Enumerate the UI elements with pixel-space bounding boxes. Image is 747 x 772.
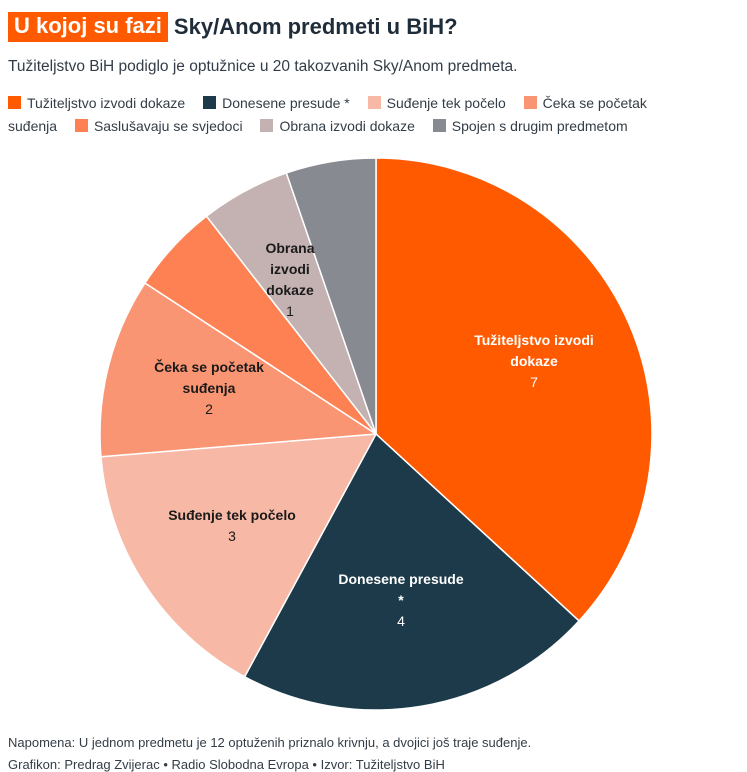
- legend-item: Obrana izvodi dokaze: [260, 118, 415, 134]
- legend-label: Saslušavaju se svjedoci: [93, 118, 243, 134]
- slice-value: 3: [228, 528, 236, 544]
- chart-subtitle: Tužiteljstvo BiH podiglo je optužnice u …: [8, 58, 518, 75]
- pie-slice: [243, 432, 581, 711]
- legend-item: Spojen s drugim predmetom: [432, 118, 628, 134]
- pie-slice: [99, 282, 379, 458]
- slice-label: suđenja: [183, 380, 236, 396]
- slice-label: Tužiteljstvo izvodi: [474, 332, 594, 348]
- slice-label: dokaze: [510, 353, 558, 369]
- legend-label: Donesene presude *: [222, 95, 350, 111]
- legend-label: Spojen s drugim predmetom: [451, 118, 628, 134]
- legend-swatch: [432, 119, 446, 132]
- legend-swatch: [203, 96, 217, 109]
- legend: Tužiteljstvo izvodi dokaze Donesene pres…: [8, 92, 688, 138]
- legend-item: Saslušavaju se svjedoci: [74, 118, 243, 134]
- slice-label: *: [398, 592, 404, 608]
- legend-swatch: [523, 96, 537, 109]
- legend-item: Donesene presude *: [203, 95, 350, 111]
- legend-swatch: [367, 96, 381, 109]
- slice-label: Donesene presude: [338, 571, 463, 587]
- title-highlight: U kojoj su fazi: [8, 12, 168, 42]
- footer-credit: Grafikon: Predrag Zvijerac • Radio Slobo…: [8, 757, 445, 772]
- pie-slice: [375, 157, 653, 622]
- legend-item: Tužiteljstvo izvodi dokaze: [8, 95, 185, 111]
- slice-value: 4: [397, 613, 405, 629]
- pie-slice: [285, 157, 377, 435]
- slice-label: Obrana: [265, 240, 314, 256]
- title-rest: Sky/Anom predmeti u BiH?: [173, 14, 458, 39]
- legend-item: Čeka se početak suđenja: [8, 95, 647, 134]
- legend-label: Tužiteljstvo izvodi dokaze: [27, 95, 186, 111]
- legend-swatch: [260, 119, 274, 132]
- legend-label: Suđenje tek počelo: [386, 95, 506, 111]
- footer-note: Napomena: U jednom predmetu je 12 optuže…: [8, 735, 532, 750]
- slice-label: Čeka se početak: [154, 358, 264, 375]
- slice-label: izvodi: [270, 261, 310, 277]
- legend-swatch: [74, 119, 88, 132]
- legend-item: Suđenje tek počelo: [367, 95, 506, 111]
- chart-title: U kojoj su fazi Sky/Anom predmeti u BiH?: [8, 12, 458, 42]
- legend-swatch: [8, 96, 21, 109]
- slice-value: 7: [530, 374, 538, 390]
- slice-label: dokaze: [266, 282, 314, 298]
- pie-slice: [100, 433, 378, 678]
- legend-label: Čeka se početak suđenja: [8, 95, 647, 134]
- slice-value: 2: [205, 401, 213, 417]
- legend-label: Obrana izvodi dokaze: [279, 118, 415, 134]
- slice-value: 1: [286, 303, 294, 319]
- slice-label: Suđenje tek počelo: [168, 507, 296, 523]
